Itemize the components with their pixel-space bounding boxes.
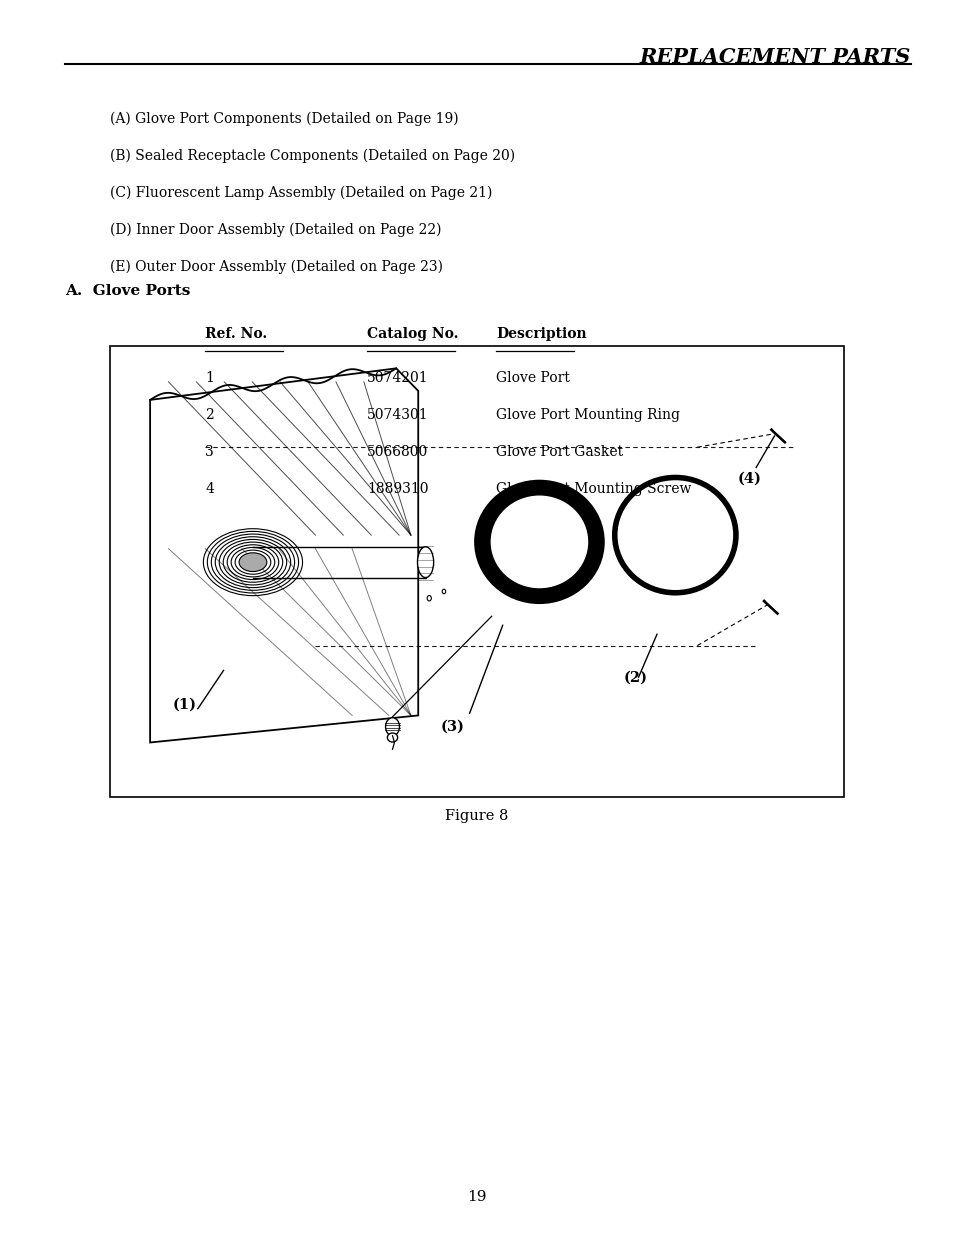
- Ellipse shape: [387, 734, 397, 742]
- Text: (2): (2): [623, 671, 647, 684]
- Text: REPLACEMENT PARTS: REPLACEMENT PARTS: [639, 47, 910, 67]
- Text: (E) Outer Door Assembly (Detailed on Page 23): (E) Outer Door Assembly (Detailed on Pag…: [110, 259, 442, 274]
- Text: Glove Port: Glove Port: [496, 370, 569, 384]
- Text: (3): (3): [439, 720, 464, 734]
- Ellipse shape: [475, 480, 603, 603]
- Text: 2: 2: [205, 408, 213, 421]
- Text: (C) Fluorescent Lamp Assembly (Detailed on Page 21): (C) Fluorescent Lamp Assembly (Detailed …: [110, 185, 492, 200]
- Circle shape: [385, 718, 399, 736]
- Text: (4): (4): [737, 472, 760, 487]
- Text: Glove Port Gasket: Glove Port Gasket: [496, 445, 622, 458]
- Text: 3: 3: [205, 445, 213, 458]
- Text: 4: 4: [205, 482, 213, 495]
- Text: 5074301: 5074301: [367, 408, 429, 421]
- Text: Glove Port Mounting Screw: Glove Port Mounting Screw: [496, 482, 691, 495]
- Text: Glove Port Mounting Ring: Glove Port Mounting Ring: [496, 408, 679, 421]
- Circle shape: [442, 589, 445, 594]
- Circle shape: [427, 595, 431, 601]
- Text: Figure 8: Figure 8: [445, 809, 508, 823]
- Ellipse shape: [490, 495, 588, 589]
- Text: Description: Description: [496, 327, 586, 341]
- Text: 5074201: 5074201: [367, 370, 429, 384]
- Text: (D) Inner Door Assembly (Detailed on Page 22): (D) Inner Door Assembly (Detailed on Pag…: [110, 222, 440, 237]
- Ellipse shape: [417, 547, 434, 578]
- Text: 19: 19: [467, 1191, 486, 1204]
- Text: Ref. No.: Ref. No.: [205, 327, 267, 341]
- Text: (1): (1): [172, 698, 196, 711]
- Text: (A) Glove Port Components (Detailed on Page 19): (A) Glove Port Components (Detailed on P…: [110, 111, 457, 126]
- Text: Catalog No.: Catalog No.: [367, 327, 458, 341]
- Text: 1: 1: [205, 370, 213, 384]
- Text: A.  Glove Ports: A. Glove Ports: [65, 284, 190, 298]
- Text: 1889310: 1889310: [367, 482, 428, 495]
- Text: 5066800: 5066800: [367, 445, 428, 458]
- Bar: [110, 346, 843, 797]
- Ellipse shape: [239, 553, 267, 572]
- Text: (B) Sealed Receptacle Components (Detailed on Page 20): (B) Sealed Receptacle Components (Detail…: [110, 148, 515, 163]
